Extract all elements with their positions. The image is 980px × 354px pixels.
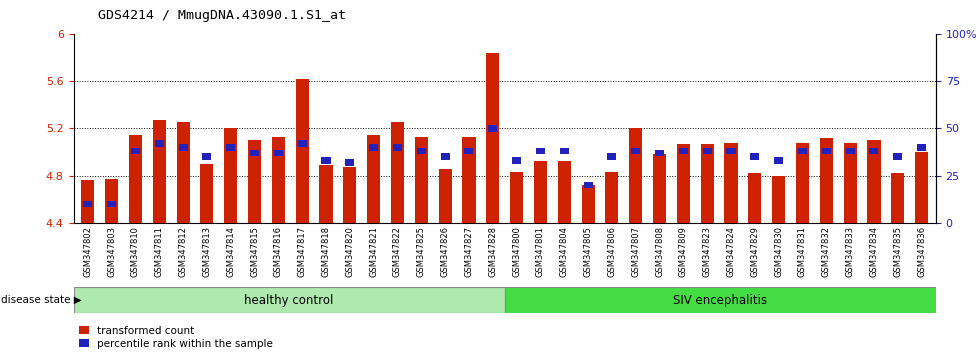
Bar — [131, 148, 140, 154]
Bar — [583, 182, 593, 188]
Bar — [724, 143, 738, 223]
Text: disease state ▶: disease state ▶ — [1, 295, 81, 305]
Bar — [345, 159, 355, 166]
Bar — [155, 140, 164, 147]
Bar — [488, 125, 497, 132]
Legend: transformed count, percentile rank within the sample: transformed count, percentile rank withi… — [78, 326, 273, 349]
Bar — [273, 150, 283, 156]
Bar — [81, 181, 94, 223]
Bar — [296, 79, 309, 223]
Bar — [655, 150, 664, 156]
Bar — [153, 120, 166, 223]
Bar — [463, 137, 475, 223]
Bar — [129, 136, 142, 223]
Bar — [796, 143, 809, 223]
Bar — [343, 167, 357, 223]
Bar — [536, 148, 545, 154]
Bar — [74, 287, 505, 313]
Bar — [893, 154, 903, 160]
Bar — [677, 144, 690, 223]
Bar — [513, 157, 521, 164]
Bar — [631, 148, 640, 154]
Bar — [224, 128, 237, 223]
Bar — [534, 161, 547, 223]
Bar — [608, 154, 616, 160]
Bar — [798, 148, 807, 154]
Bar — [679, 148, 688, 154]
Bar — [393, 144, 402, 150]
Bar — [271, 137, 285, 223]
Bar — [772, 176, 785, 223]
Bar — [505, 287, 936, 313]
Bar — [391, 122, 404, 223]
Bar — [917, 144, 926, 150]
Bar — [369, 144, 378, 150]
Bar — [368, 136, 380, 223]
Bar — [226, 144, 235, 150]
Bar — [200, 164, 214, 223]
Bar — [298, 140, 307, 147]
Bar — [581, 185, 595, 223]
Bar — [439, 169, 452, 223]
Bar — [250, 150, 259, 156]
Text: SIV encephalitis: SIV encephalitis — [673, 293, 767, 307]
Bar — [415, 137, 428, 223]
Bar — [105, 179, 119, 223]
Bar — [560, 148, 568, 154]
Bar — [867, 140, 880, 223]
Bar — [844, 143, 857, 223]
Bar — [319, 165, 332, 223]
Bar — [416, 148, 426, 154]
Bar — [774, 157, 783, 164]
Bar — [176, 122, 190, 223]
Bar — [606, 172, 618, 223]
Bar — [465, 148, 473, 154]
Bar — [869, 148, 878, 154]
Bar — [653, 154, 666, 223]
Bar — [891, 173, 905, 223]
Bar — [751, 154, 760, 160]
Bar — [321, 157, 330, 164]
Bar — [441, 154, 450, 160]
Bar — [107, 201, 117, 207]
Bar — [819, 138, 833, 223]
Bar — [178, 144, 187, 150]
Text: healthy control: healthy control — [244, 293, 334, 307]
Bar — [749, 173, 761, 223]
Bar — [726, 148, 736, 154]
Bar — [486, 52, 500, 223]
Bar — [701, 144, 713, 223]
Bar — [248, 140, 261, 223]
Bar — [83, 201, 92, 207]
Bar — [558, 161, 570, 223]
Bar — [703, 148, 711, 154]
Bar — [510, 172, 523, 223]
Bar — [203, 154, 212, 160]
Bar — [822, 148, 831, 154]
Bar — [629, 128, 642, 223]
Bar — [915, 152, 928, 223]
Text: GDS4214 / MmugDNA.43090.1.S1_at: GDS4214 / MmugDNA.43090.1.S1_at — [98, 9, 346, 22]
Bar — [846, 148, 855, 154]
